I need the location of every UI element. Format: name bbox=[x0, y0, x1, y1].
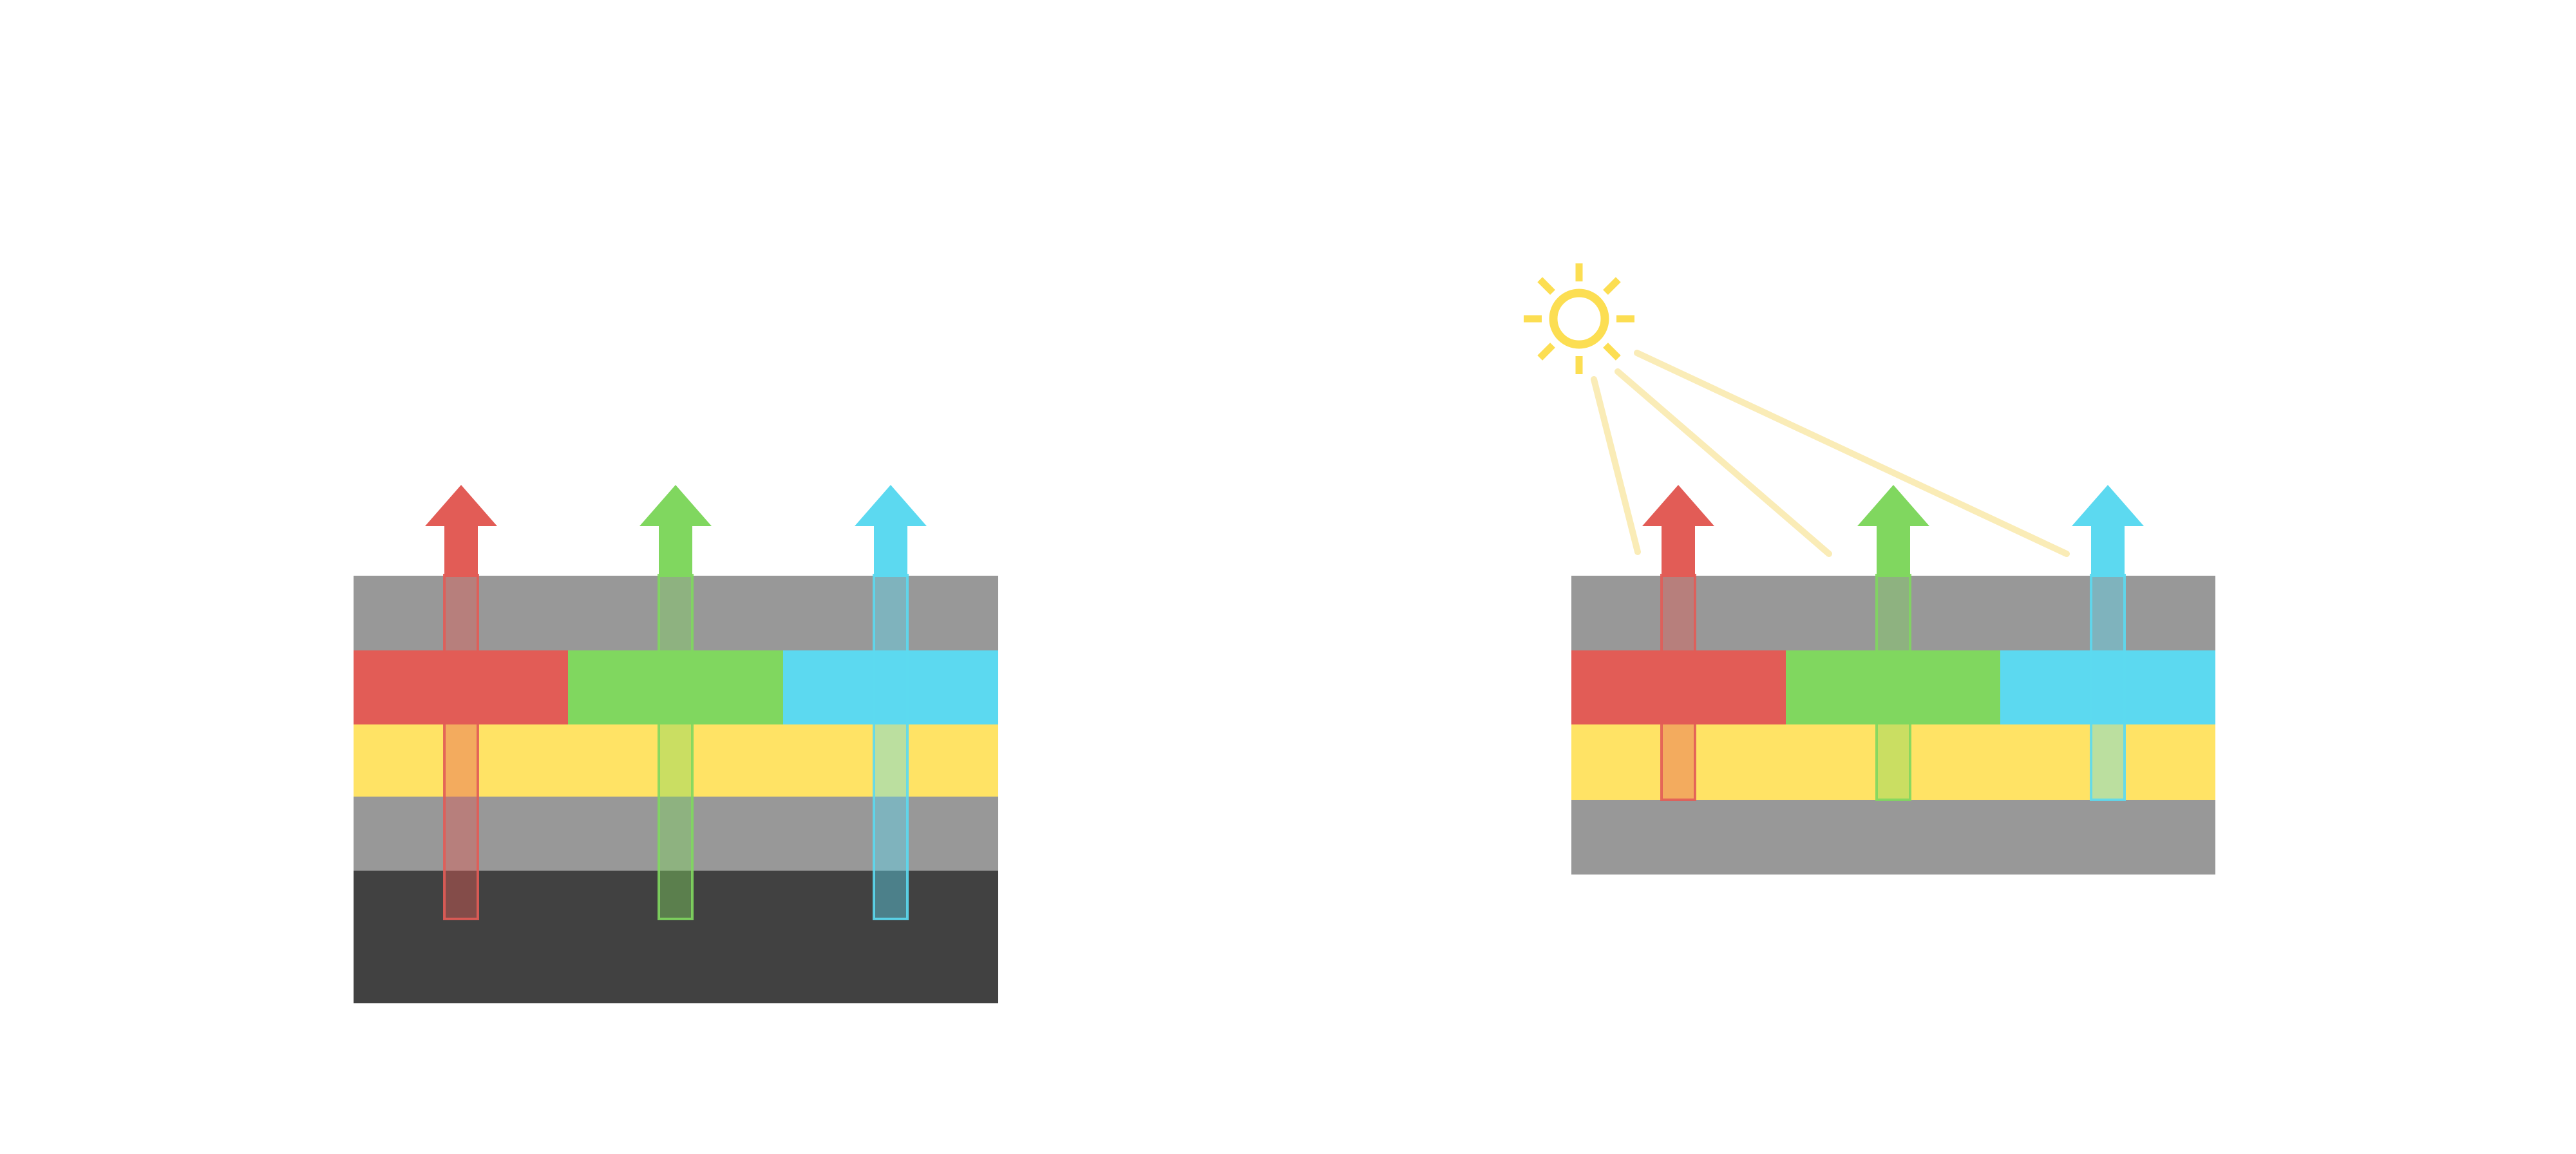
blue-light-arrow-through-shaft bbox=[873, 574, 909, 920]
sun-circle bbox=[1549, 288, 1609, 349]
layer-red-subpixel bbox=[354, 650, 568, 724]
blue-light-arrow bbox=[855, 485, 927, 577]
sun-ray bbox=[1615, 368, 1832, 557]
layer-red-subpixel bbox=[1571, 650, 1786, 724]
sun-tick-ray bbox=[1603, 343, 1621, 361]
sun-ray bbox=[1591, 376, 1641, 555]
layer-green-subpixel bbox=[1786, 650, 2000, 724]
red-light-arrow-through-shaft bbox=[443, 574, 479, 920]
layer-yellow-layer bbox=[1571, 724, 2215, 800]
emissive-stack-panel bbox=[354, 485, 998, 1003]
layer-green-subpixel bbox=[568, 650, 783, 724]
blue-light-arrow-through-shaft bbox=[2090, 574, 2126, 801]
blue-light-arrow bbox=[2072, 485, 2144, 577]
sun-ray bbox=[1634, 350, 2070, 557]
layer-bottom-gray-layer bbox=[1571, 800, 2215, 875]
layer-blue-subpixel bbox=[783, 650, 998, 724]
sun-tick-ray bbox=[1603, 277, 1621, 295]
red-light-arrow bbox=[425, 485, 497, 577]
green-light-arrow-through-shaft bbox=[658, 574, 694, 920]
reflective-stack-panel bbox=[1524, 263, 2215, 875]
layer-blue-subpixel bbox=[2000, 650, 2215, 724]
red-light-arrow bbox=[1642, 485, 1714, 577]
layer-dark-backplane-layer bbox=[354, 871, 998, 1003]
green-light-arrow bbox=[639, 485, 712, 577]
red-light-arrow-through-shaft bbox=[1660, 574, 1696, 801]
green-light-arrow bbox=[1857, 485, 1929, 577]
sun-icon bbox=[1524, 263, 1634, 374]
sun-tick-ray bbox=[1537, 343, 1555, 361]
layer-top-gray-layer bbox=[1571, 576, 2215, 650]
layer-top-gray-layer bbox=[354, 576, 998, 650]
green-light-arrow-through-shaft bbox=[1875, 574, 1911, 801]
sun-tick-ray bbox=[1537, 277, 1555, 295]
layer-bottom-gray-layer bbox=[354, 797, 998, 871]
layer-yellow-layer bbox=[354, 724, 998, 797]
